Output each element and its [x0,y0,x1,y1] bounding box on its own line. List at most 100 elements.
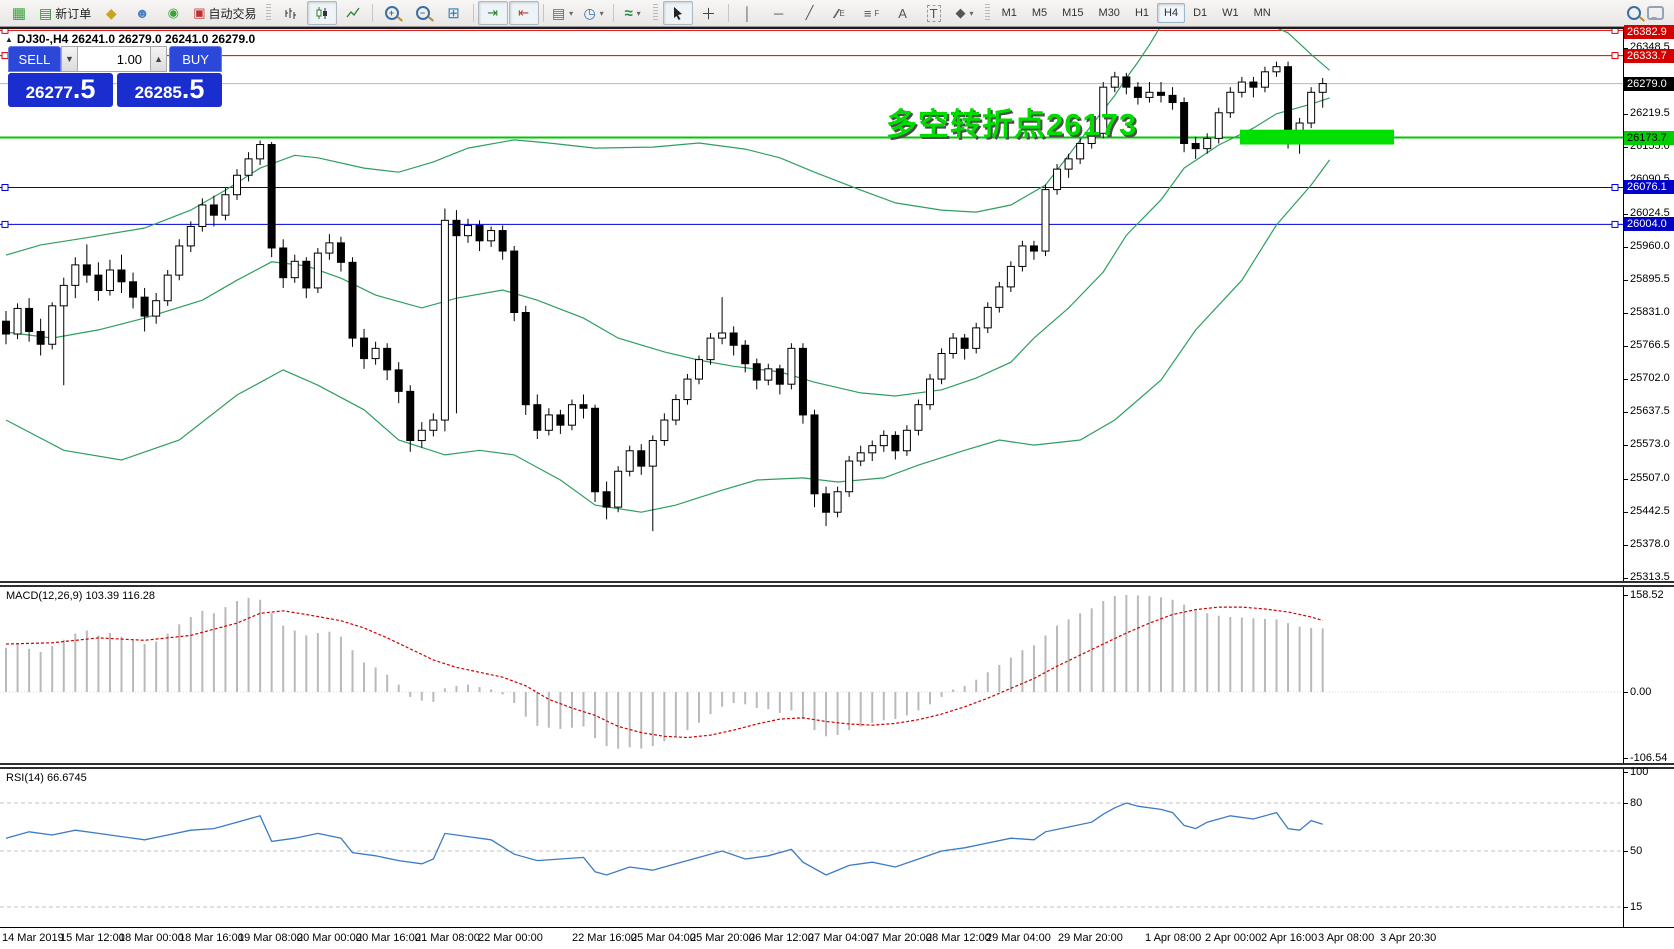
vertical-line-button[interactable]: │ [733,1,763,25]
volume-increase-button[interactable]: ▲ [150,46,168,72]
candles-layer [2,61,1327,532]
bar-chart-button[interactable] [276,1,306,25]
signals-icon-button[interactable]: ◉ [167,5,179,20]
rsi-tick: 50 [1630,845,1643,857]
price-tick-mark [1623,379,1628,381]
candle-body [1249,81,1258,88]
tab-d1[interactable]: D1 [1193,7,1208,19]
sell-price-display[interactable]: 26277.5 [8,73,113,107]
candle-body [371,347,380,360]
price-tick-mark [1623,313,1628,315]
candle-body [521,312,530,406]
auto-trading-button[interactable]: ▣ 自动交易 [189,1,260,25]
line-anchor-marker [1611,183,1619,191]
tab-m1[interactable]: M1 [1001,7,1017,19]
crosshair-button[interactable]: ＋ [694,1,724,25]
profiles-button[interactable]: ◷ ▾ [583,4,604,21]
panel-separator[interactable] [0,763,1674,769]
sell-button[interactable]: SELL [8,46,61,72]
candle-body [417,429,426,442]
price-tick: 25378.0 [1630,538,1670,550]
indicators-button[interactable]: ≈ ▾ [624,4,641,22]
price-badge: 26004.0 [1624,217,1674,232]
chart-shift-icon: ⇤ [518,5,530,20]
candle-body [1318,83,1327,93]
candle-body [995,286,1004,308]
channel-button[interactable]: ∕∕E [826,1,856,25]
text-label-button[interactable]: T [919,1,949,25]
rsi-panel[interactable]: 100 80 50 15 RSI(14) 66.6745 [0,766,1674,927]
candlestick-chart-button[interactable] [306,1,337,25]
tab-mn[interactable]: MN [1253,7,1271,19]
macd-panel[interactable]: 158.52 0.00 -106.54 MACD(12,26,9) 103.39 1… [0,587,1674,764]
macd-label: MACD(12,26,9) 103.39 116.28 [6,590,155,602]
macd-tick-mark [1623,757,1628,759]
candle-body [764,368,773,381]
price-tick-mark [1623,246,1628,248]
bar-chart-icon [285,8,296,19]
line-chart-button[interactable] [338,1,368,25]
candle-body [1203,137,1212,150]
chat-icon[interactable] [1647,6,1664,20]
panel-separator[interactable] [0,581,1674,587]
search-icon[interactable] [1627,6,1641,20]
price-tick: 25766.5 [1630,339,1670,352]
tab-w1[interactable]: W1 [1222,7,1239,19]
community-icon-button[interactable]: ☻ [134,5,150,21]
trendline-button[interactable]: ╱ [795,1,825,25]
candle-body [1284,66,1293,134]
macd-canvas [0,594,1623,749]
macd-tick: -106.54 [1630,751,1668,764]
candle-body [429,419,438,431]
buy-price-display[interactable]: 26285.5 [117,73,222,107]
text-button[interactable]: A [888,1,918,25]
price-chart-panel[interactable]: 26348.5 26219.5 26155.0 26090.5 26024.5 25960… [0,25,1674,584]
text-label-icon: T [926,4,941,22]
zoom-out-button[interactable]: − [408,1,438,25]
fibonacci-button[interactable]: ≡ F [857,1,887,25]
zoom-in-button[interactable]: + [377,1,407,25]
new-order-button[interactable]: ▤ 新订单 [35,1,95,25]
bollinger-line [5,97,1330,397]
candle-body [1307,91,1316,124]
tab-h4[interactable]: H4 [1157,3,1186,23]
tab-m5[interactable]: M5 [1031,7,1048,19]
metaeditor-icon-button[interactable]: ◆ [105,4,117,21]
collapse-panel-icon[interactable]: ▲ [5,34,13,44]
candle-body [1214,112,1223,139]
time-label: 2 Apr 00:00 [1205,932,1262,944]
candle-body [406,390,415,442]
tab-h1[interactable]: H1 [1134,7,1149,19]
candle-body [2,320,10,335]
cursor-button[interactable] [662,1,693,25]
candle-body [879,434,888,447]
clock-icon: ◷ [583,4,596,21]
horizontal-line-button[interactable]: ─ [764,1,794,25]
app-icon: ▦ [11,5,27,22]
tile-windows-button[interactable]: ⊞ [439,1,469,25]
candle-body [1168,94,1177,104]
arrows-button[interactable]: ◆ ▾ [955,5,974,20]
new-chart-button[interactable]: ▤ ▾ [551,4,574,21]
time-axis[interactable]: 14 Mar 2019 15 Mar 12:00 18 Mar 00:00 18 Ma… [0,928,1674,949]
toolbar-grip [652,4,658,22]
chart-shift-button[interactable]: ⇤ [508,1,539,25]
buy-button[interactable]: BUY [169,46,223,72]
new-chart-icon: ▤ [551,4,566,21]
volume-decrease-button[interactable]: ▼ [60,46,78,72]
candle-body [256,144,265,160]
highlight-zone [1240,129,1394,145]
tab-m15[interactable]: M15 [1062,7,1084,19]
candle-body [1237,81,1246,93]
auto-scroll-button[interactable]: ⇥ [477,1,508,25]
volume-input[interactable]: 1.00 [77,46,151,72]
chart-title: ▲ DJ30-,H4 26241.0 26279.0 26241.0 26279… [5,32,255,46]
toolbar-grip [984,4,990,22]
candle-body [868,445,877,454]
buy-price-int: 26285 [134,83,182,102]
bollinger-line [1277,29,1330,71]
candle-body [902,429,911,452]
price-tick: 25313.5 [1630,571,1670,584]
fibo-sub: F [874,8,880,18]
tab-m30[interactable]: M30 [1098,7,1120,19]
